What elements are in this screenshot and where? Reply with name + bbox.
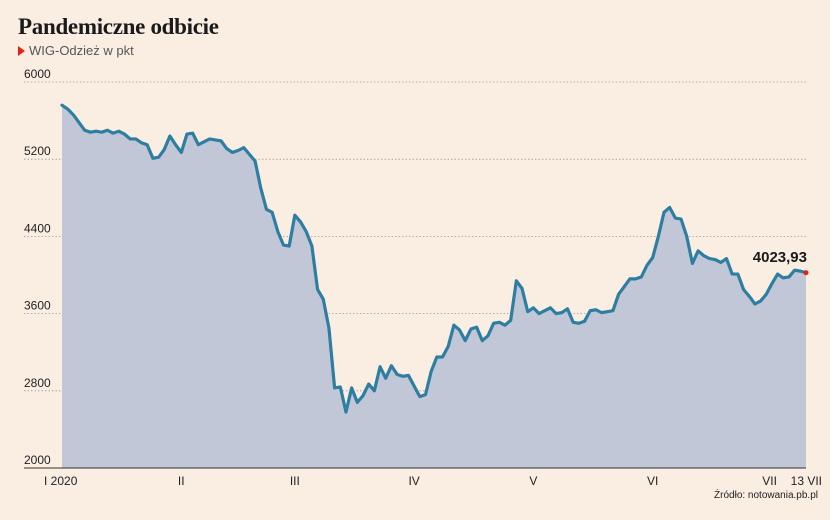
last-value-marker [803, 270, 809, 276]
x-tick-label: 13 VII [791, 474, 822, 488]
y-tick-label: 6000 [24, 67, 51, 81]
y-tick-label: 2000 [24, 453, 51, 467]
red-triangle-icon [18, 45, 25, 56]
x-tick-label: IV [408, 474, 419, 488]
source-note: Źródło: notowania.pb.pl [714, 490, 818, 501]
x-tick-label: I 2020 [44, 474, 78, 488]
y-tick-label: 4400 [24, 221, 51, 235]
x-tick-label: VI [647, 474, 658, 488]
y-tick-label: 5200 [24, 144, 51, 158]
area-fill [62, 105, 806, 468]
last-value-label: 4023,93 [753, 249, 807, 266]
x-tick-label: II [178, 474, 185, 488]
chart-subtitle: WIG-Odzież w pkt [18, 43, 134, 58]
series-line [60, 103, 808, 414]
chart-title: Pandemiczne odbicie [18, 14, 219, 39]
x-tick-label: VII [762, 474, 777, 488]
x-tick-label: III [290, 474, 300, 488]
subtitle-text: WIG-Odzież w pkt [29, 43, 134, 58]
y-tick-label: 2800 [24, 376, 51, 390]
y-tick-label: 3600 [24, 299, 51, 313]
x-tick-label: V [529, 474, 537, 488]
